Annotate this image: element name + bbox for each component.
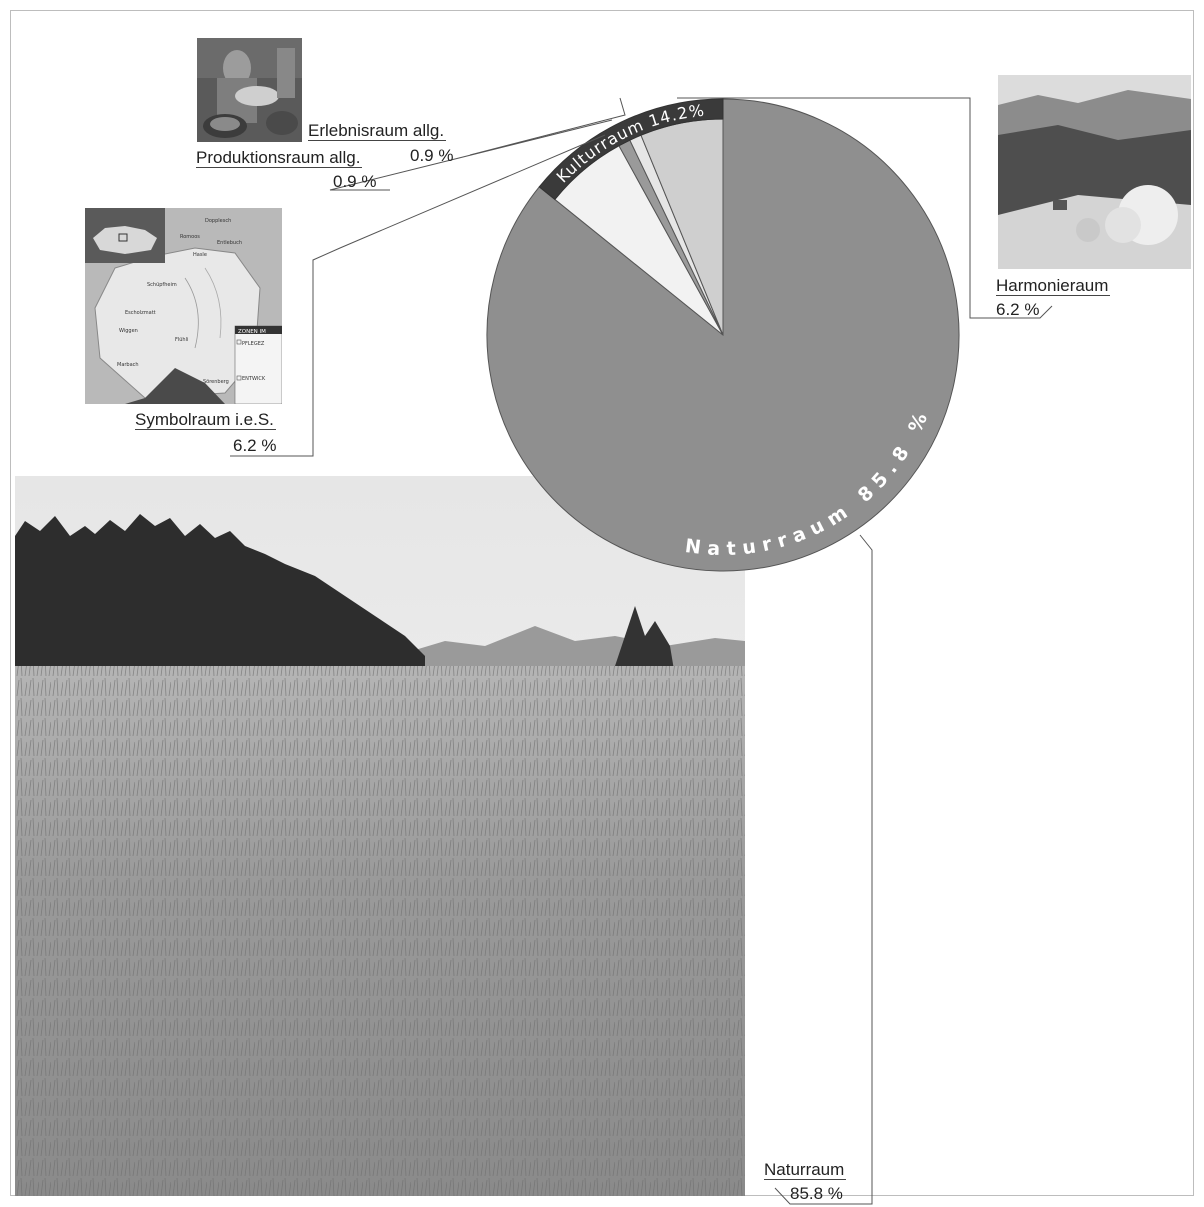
naturraum-label: Naturraum <box>764 1160 847 1180</box>
harmony-photo <box>998 75 1191 269</box>
map-place: Hasle <box>193 252 207 258</box>
leader-line <box>230 134 606 457</box>
erlebnisraum-label: Erlebnisraum allg. <box>308 121 447 141</box>
harmonieraum-value: 6.2 % <box>996 300 1040 319</box>
map-place: Flühli <box>175 337 188 343</box>
leader-line <box>774 534 873 1205</box>
produktionsraum-value: 0.9 % <box>333 172 377 191</box>
kulturraum-ring <box>538 98 724 201</box>
production-photo <box>197 38 302 142</box>
symbolraum-label: Symbolraum i.e.S. <box>135 410 276 430</box>
meadow-photo <box>15 476 745 1196</box>
erlebnisraum-value: 0.9 % <box>410 146 454 165</box>
harmonieraum-label: Harmonieraum <box>996 276 1111 296</box>
produktionsraum-label: Produktionsraum allg. <box>196 148 363 168</box>
map-place: Schüpfheim <box>147 282 177 288</box>
map-place: Wiggen <box>119 328 138 334</box>
map-place: Marbach <box>117 362 139 368</box>
map-place: Escholzmatt <box>125 310 156 316</box>
map-place: Romoos <box>180 234 200 240</box>
naturraum-value: 85.8 % <box>790 1184 843 1203</box>
map-image: ZONEN IM PFLEGEZ ENTWICK Dopplesch Romoo… <box>85 208 282 404</box>
map-place: Sörenberg <box>203 379 229 385</box>
map-place: Dopplesch <box>205 218 231 224</box>
leader-line <box>677 97 1053 319</box>
map-place: Entlebuch <box>217 240 242 246</box>
symbolraum-value: 6.2 % <box>233 436 277 455</box>
leader-line <box>469 97 626 156</box>
map-legend-item: PFLEGEZ <box>242 341 265 347</box>
leader-line <box>329 119 613 191</box>
map-legend-item: ENTWICK <box>242 376 266 382</box>
map-legend-title: ZONEN IM <box>238 329 266 335</box>
